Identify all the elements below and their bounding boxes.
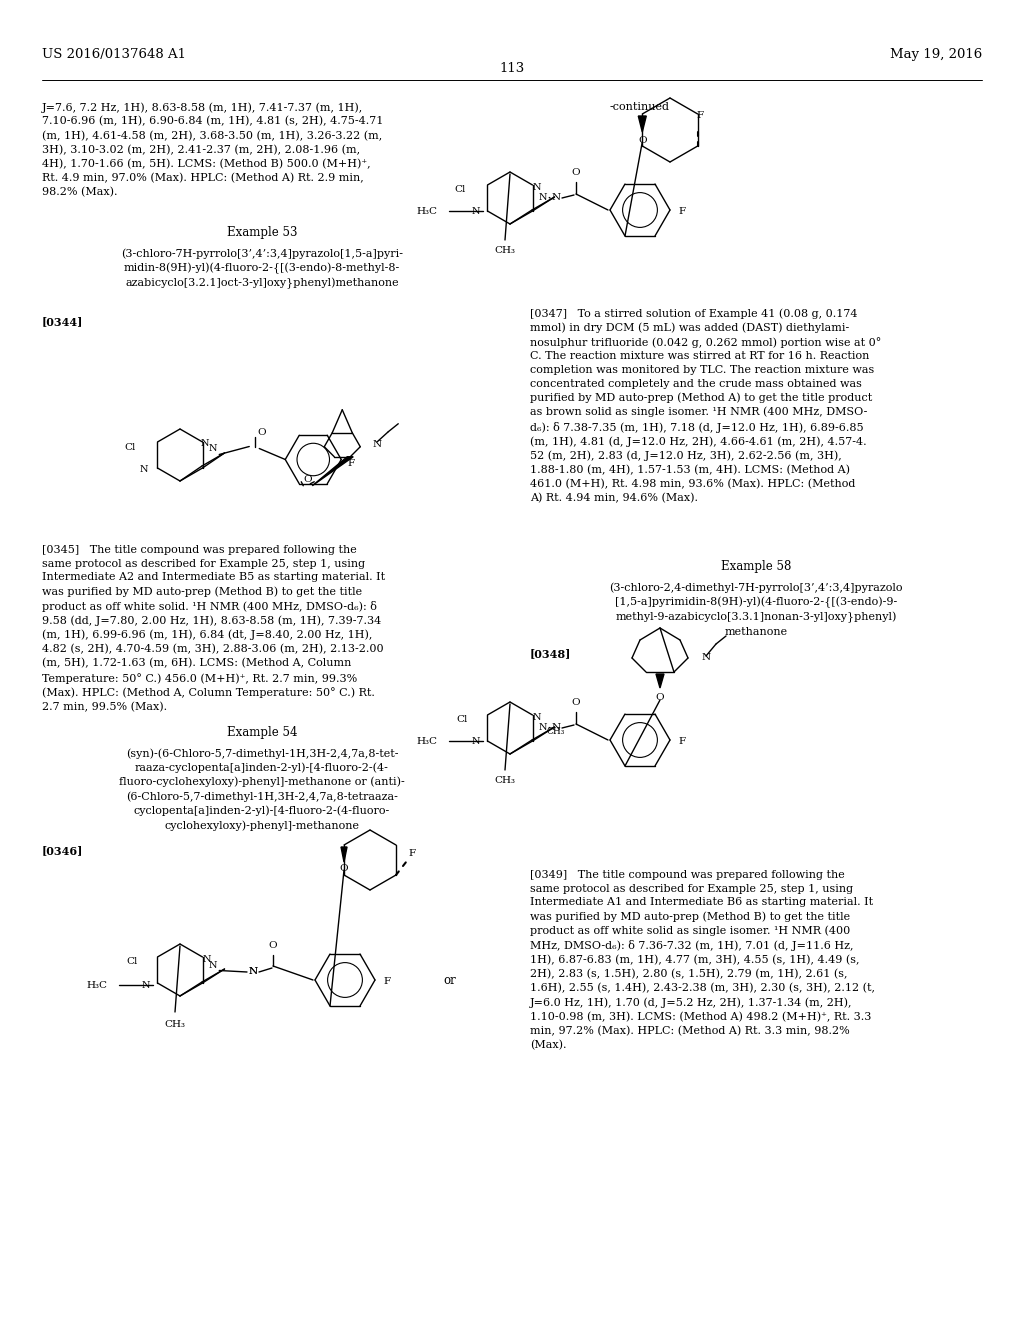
Text: N: N [471, 206, 479, 215]
Text: Cl: Cl [124, 442, 135, 451]
Polygon shape [341, 847, 347, 862]
Text: 113: 113 [500, 62, 524, 75]
Text: N: N [249, 968, 258, 977]
Text: N: N [552, 723, 560, 733]
Text: F: F [678, 738, 685, 747]
Text: Cl: Cl [454, 186, 466, 194]
Text: F: F [409, 849, 416, 858]
Text: Cl: Cl [126, 957, 137, 966]
Text: or: or [443, 974, 457, 986]
Text: [0348]: [0348] [530, 648, 571, 659]
Text: H₃C: H₃C [86, 981, 108, 990]
Text: N: N [532, 713, 541, 722]
Text: N: N [209, 961, 217, 970]
Text: N: N [209, 444, 217, 453]
Text: CH₃: CH₃ [165, 1020, 185, 1030]
Text: O: O [268, 941, 278, 950]
Text: F: F [696, 111, 703, 120]
Text: O: O [571, 698, 581, 708]
Text: F: F [383, 978, 390, 986]
Text: -continued: -continued [610, 102, 670, 112]
Text: O: O [340, 865, 348, 873]
Text: May 19, 2016: May 19, 2016 [890, 48, 982, 61]
Text: H₃C: H₃C [417, 206, 437, 215]
Text: N: N [203, 954, 211, 964]
Text: O: O [638, 136, 646, 145]
Polygon shape [656, 675, 664, 688]
Text: F: F [678, 207, 685, 216]
Text: CH₃: CH₃ [495, 776, 515, 785]
Text: N: N [249, 968, 258, 977]
Text: N: N [141, 981, 150, 990]
Text: Example 58: Example 58 [721, 560, 792, 573]
Polygon shape [638, 116, 646, 132]
Text: [0345]   The title compound was prepared following the
same protocol as describe: [0345] The title compound was prepared f… [42, 545, 385, 713]
Text: O: O [257, 428, 265, 437]
Text: O: O [571, 168, 581, 177]
Text: N: N [539, 723, 548, 733]
Text: [0346]: [0346] [42, 845, 83, 855]
Text: CH₃: CH₃ [495, 246, 515, 255]
Text: (syn)-(6-Chloro-5,7-dimethyl-1H,3H-2,4,7a,8-tet-
raaza-cyclopenta[a]inden-2-yl)-: (syn)-(6-Chloro-5,7-dimethyl-1H,3H-2,4,7… [119, 748, 404, 830]
Text: [0349]   The title compound was prepared following the
same protocol as describe: [0349] The title compound was prepared f… [530, 870, 874, 1049]
Text: N: N [471, 737, 479, 746]
Text: N: N [702, 653, 711, 663]
Text: F: F [347, 459, 354, 469]
Text: Example 53: Example 53 [226, 226, 297, 239]
Text: N: N [139, 466, 147, 474]
Text: N: N [552, 194, 560, 202]
Text: O: O [655, 693, 665, 702]
Text: N: N [373, 441, 381, 449]
Text: H₃C: H₃C [417, 737, 437, 746]
Text: [0347]   To a stirred solution of Example 41 (0.08 g, 0.174
mmol) in dry DCM (5 : [0347] To a stirred solution of Example … [530, 308, 882, 504]
Text: N: N [539, 193, 548, 202]
Text: O: O [303, 475, 311, 484]
Text: (3-chloro-7H-pyrrolo[3’,4’:3,4]pyrazolo[1,5-a]pyri-
midin-8(9H)-yl)(4-fluoro-2-{: (3-chloro-7H-pyrrolo[3’,4’:3,4]pyrazolo[… [121, 248, 403, 289]
Polygon shape [312, 457, 353, 486]
Text: (3-chloro-2,4-dimethyl-7H-pyrrolo[3’,4’:3,4]pyrazolo
[1,5-a]pyrimidin-8(9H)-yl)(: (3-chloro-2,4-dimethyl-7H-pyrrolo[3’,4’:… [609, 582, 903, 636]
Text: N: N [532, 182, 541, 191]
Text: CH₃: CH₃ [547, 727, 565, 737]
Text: N: N [201, 440, 209, 449]
Text: J=7.6, 7.2 Hz, 1H), 8.63-8.58 (m, 1H), 7.41-7.37 (m, 1H),
7.10-6.96 (m, 1H), 6.9: J=7.6, 7.2 Hz, 1H), 8.63-8.58 (m, 1H), 7… [42, 102, 383, 197]
Text: US 2016/0137648 A1: US 2016/0137648 A1 [42, 48, 186, 61]
Text: Cl: Cl [456, 715, 468, 725]
Text: Example 54: Example 54 [226, 726, 297, 739]
Text: [0344]: [0344] [42, 315, 83, 327]
